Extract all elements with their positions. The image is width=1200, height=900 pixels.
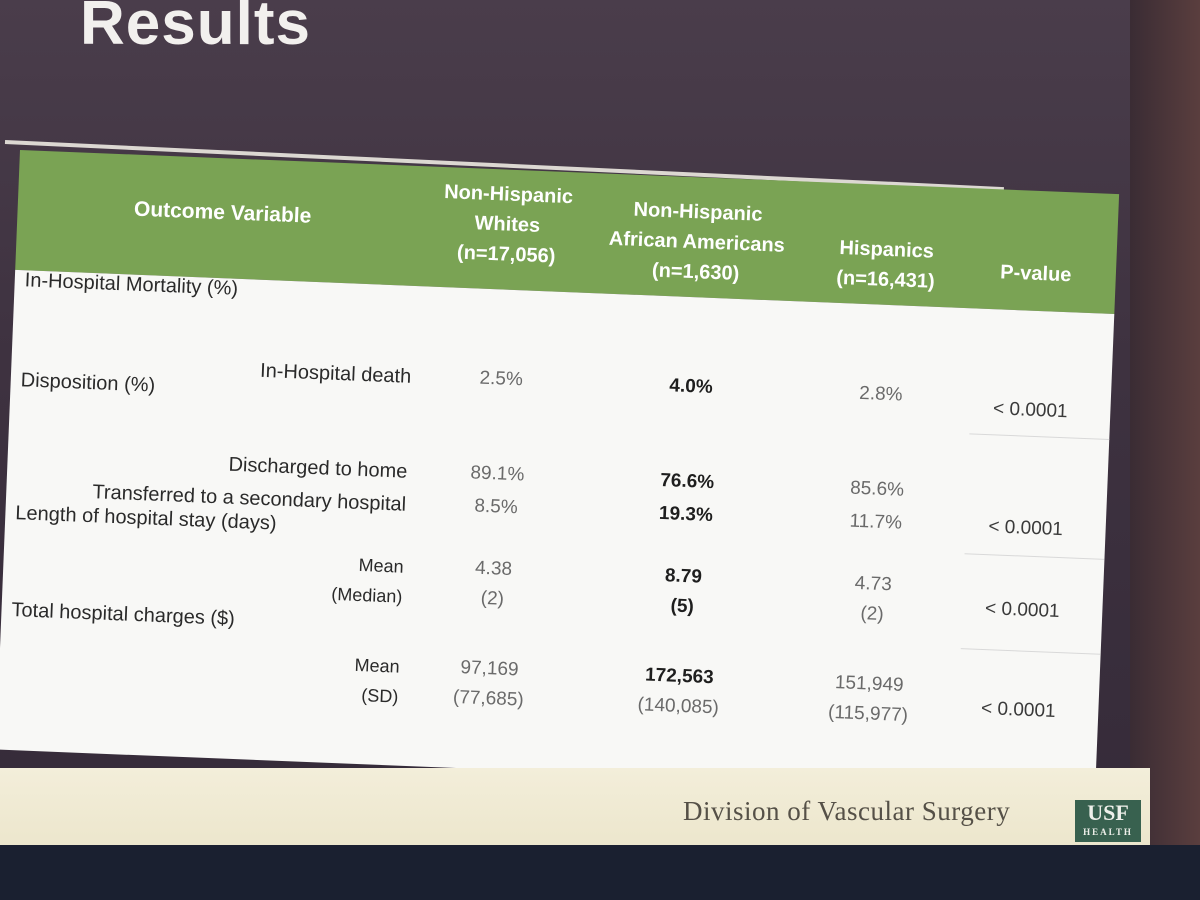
mortality-african-americans: 4.0%	[668, 375, 714, 398]
header-outcome-variable: Outcome Variable	[133, 197, 312, 228]
charges-sd-african-americans: (140,085)	[637, 694, 720, 719]
screen-bottom-edge	[0, 845, 1200, 900]
mortality-hispanics: 2.8%	[858, 382, 903, 406]
transferred-hispanics: 11.7%	[849, 510, 903, 534]
los-mean-hispanics: 4.73	[854, 572, 893, 596]
logo-health: HEALTH	[1083, 827, 1133, 837]
slide-title: Results	[80, 0, 311, 58]
transferred-african-americans: 19.3%	[658, 502, 714, 527]
section-disposition-label: Disposition (%)	[20, 369, 156, 397]
row-separator	[969, 433, 1110, 440]
los-p-value: < 0.0001	[984, 598, 1060, 623]
row-separator	[960, 648, 1101, 655]
screen-edge	[1130, 0, 1200, 900]
los-mean-whites: 4.38	[474, 557, 513, 581]
los-mean-african-americans: 8.79	[664, 565, 703, 588]
discharged-whites: 89.1%	[470, 462, 525, 486]
discharged-african-americans: 76.6%	[659, 469, 715, 494]
mortality-whites: 2.5%	[479, 367, 524, 391]
logo-usf: USF	[1087, 800, 1129, 825]
header-hispanics: Hispanics (n=16,431)	[815, 232, 957, 298]
header-non-hispanic-whites: Non-Hispanic Whites (n=17,056)	[426, 176, 589, 272]
charges-sd-hispanics: (115,977)	[827, 701, 909, 727]
header-col1-line1: Non-Hispanic	[443, 181, 574, 209]
los-median-african-americans: (5)	[670, 595, 695, 618]
header-african-americans: Non-Hispanic African Americans (n=1,630)	[595, 193, 798, 291]
row-separator	[964, 553, 1105, 560]
mortality-p-value: < 0.0001	[992, 398, 1069, 423]
charges-mean-african-americans: 172,563	[644, 664, 715, 689]
results-table: Outcome Variable Non-Hispanic Whites (n=…	[0, 150, 1120, 794]
table-body: In-Hospital Mortality (%) In-Hospital de…	[0, 269, 1115, 794]
los-median-hispanics: (2)	[860, 603, 885, 626]
slide-footer	[0, 768, 1150, 848]
transferred-whites: 8.5%	[474, 495, 519, 519]
charges-p-value: < 0.0001	[980, 698, 1056, 723]
charges-mean-hispanics: 151,949	[834, 672, 904, 696]
footer-division-text: Division of Vascular Surgery	[683, 796, 1011, 826]
charges-mean-whites: 97,169	[460, 657, 520, 681]
header-col1-line3: (n=17,056)	[456, 241, 556, 268]
header-p-value: P-value	[999, 261, 1072, 287]
usf-health-logo: USF HEALTH	[1075, 800, 1141, 842]
disposition-p-value: < 0.0001	[987, 516, 1064, 541]
los-median-whites: (2)	[480, 587, 505, 610]
charges-sd-whites: (77,685)	[452, 686, 525, 711]
discharged-hispanics: 85.6%	[849, 477, 905, 501]
header-col3-line2: (n=16,431)	[835, 266, 936, 293]
